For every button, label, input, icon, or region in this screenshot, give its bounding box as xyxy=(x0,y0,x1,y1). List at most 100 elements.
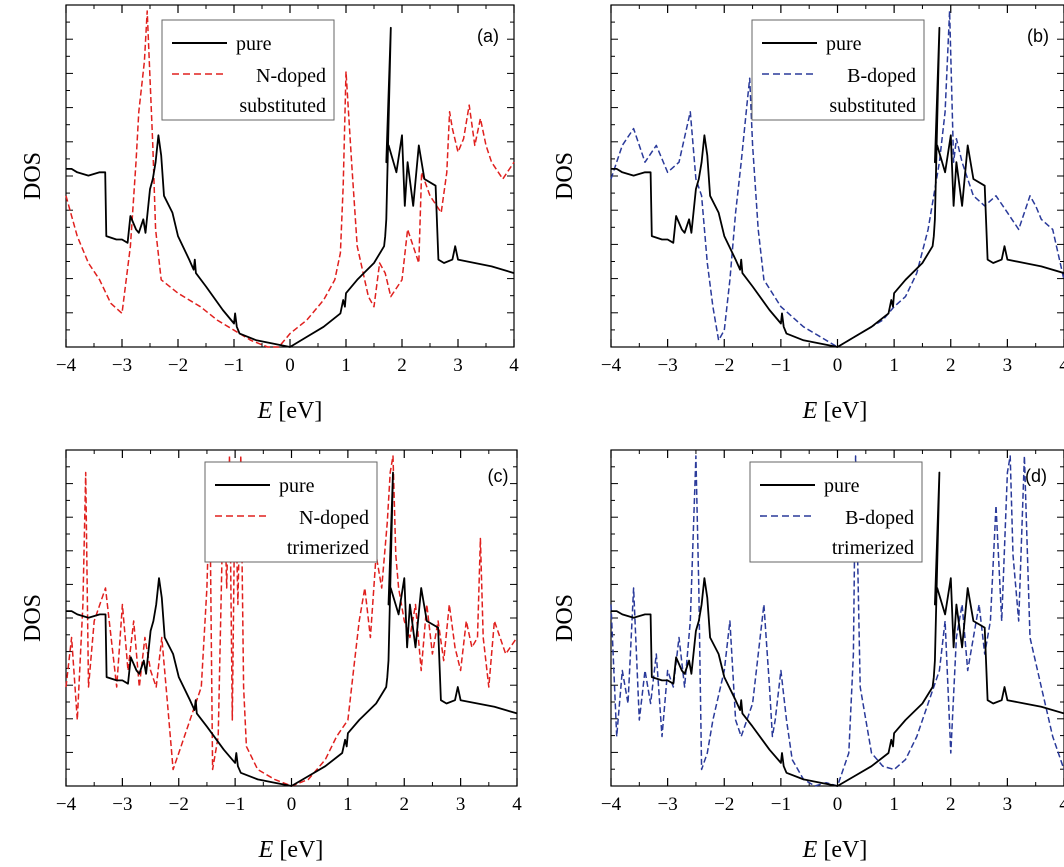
x-tick-label: 1 xyxy=(889,794,899,815)
x-axis-label-unit-a: [eV] xyxy=(272,398,322,424)
x-tick-label: −2 xyxy=(168,355,188,376)
legend-label-doped-a: N-doped xyxy=(256,65,326,87)
legend-label-config-b: substituted xyxy=(829,95,916,117)
x-tick-label: −4 xyxy=(601,355,622,376)
x-ticks-a: −4 −3 −2 −1 0 1 2 3 4 xyxy=(56,5,519,376)
x-tick-label: 2 xyxy=(400,794,410,815)
y-ticks-a xyxy=(66,21,514,331)
series-line-pure xyxy=(66,471,518,787)
y-ticks-b xyxy=(611,21,1064,331)
x-tick-label: 4 xyxy=(509,355,519,376)
x-tick-label: 4 xyxy=(1059,794,1064,815)
x-tick-label: 0 xyxy=(833,355,843,376)
legend-label-config-a: substituted xyxy=(239,95,326,117)
x-axis-label-c: E [eV] xyxy=(258,837,324,863)
legend-label-pure-d: pure xyxy=(824,475,860,497)
legend-a: pure N-doped substituted xyxy=(161,19,335,121)
y-axis-label-a: DOS xyxy=(20,152,46,200)
legend-box-d xyxy=(749,461,923,563)
legend-label-pure-a: pure xyxy=(236,33,272,55)
y-ticks-c xyxy=(66,466,517,770)
x-axis-label-d: E [eV] xyxy=(802,837,868,863)
panel-a: −4 −3 −2 −1 0 1 2 3 4 DOS E [eV] pure N-doped su… xyxy=(20,4,519,424)
legend-box-c xyxy=(204,461,378,563)
x-axis-label-unit-c: [eV] xyxy=(273,837,323,863)
x-tick-label: −2 xyxy=(714,794,734,815)
panel-tag-b: (b) xyxy=(1027,26,1049,46)
x-tick-label: −2 xyxy=(169,794,189,815)
series-line-b-doped xyxy=(610,10,1064,348)
series-line-n-doped xyxy=(65,10,515,348)
legend-b: pure B-doped substituted xyxy=(751,19,925,121)
legend-box-b xyxy=(751,19,925,121)
x-axis-label-a: E [eV] xyxy=(257,398,323,424)
x-tick-label: −1 xyxy=(771,355,791,376)
legend-label-pure-b: pure xyxy=(826,33,862,55)
series-line-pure xyxy=(66,26,515,348)
x-tick-label: 1 xyxy=(343,794,353,815)
x-tick-label: 3 xyxy=(1003,794,1013,815)
y-axis-label-b: DOS xyxy=(552,152,578,200)
x-tick-label: −2 xyxy=(714,355,734,376)
legend-label-doped-d: B-doped xyxy=(845,507,914,529)
x-tick-label: 2 xyxy=(946,355,956,376)
panel-tag-d: (d) xyxy=(1025,466,1047,486)
y-axis-label-c: DOS xyxy=(20,594,46,642)
x-ticks-d: −4 −3 −2 −1 0 1 2 3 4 xyxy=(601,450,1064,815)
panel-d: −4 −3 −2 −1 0 1 2 3 4 DOS E [eV] pure B-doped tr… xyxy=(552,449,1064,863)
legend-box-a xyxy=(161,19,335,121)
y-axis-label-d: DOS xyxy=(552,594,578,642)
x-tick-label: 0 xyxy=(285,355,295,376)
x-tick-label: −3 xyxy=(112,355,132,376)
panel-tag-c: (c) xyxy=(488,466,509,486)
series-line-pure xyxy=(611,471,1064,787)
x-tick-label: 3 xyxy=(1003,355,1013,376)
series-group-a xyxy=(65,10,515,348)
x-tick-label: 4 xyxy=(512,794,522,815)
x-tick-label: −1 xyxy=(224,355,244,376)
x-tick-label: 4 xyxy=(1059,355,1064,376)
x-tick-label: 0 xyxy=(833,794,843,815)
x-tick-label: −3 xyxy=(658,794,678,815)
series-group-c xyxy=(65,455,518,787)
x-ticks-b: −4 −3 −2 −1 0 1 2 3 4 xyxy=(601,5,1064,376)
x-tick-label: 1 xyxy=(341,355,351,376)
x-tick-label: −3 xyxy=(112,794,132,815)
x-tick-label: −1 xyxy=(225,794,245,815)
x-tick-label: 0 xyxy=(287,794,297,815)
legend-c: pure N-doped trimerized xyxy=(204,461,378,563)
x-tick-label: 3 xyxy=(456,794,466,815)
x-axis-label-var-a: E xyxy=(257,398,273,424)
legend-label-config-c: trimerized xyxy=(287,537,369,559)
series-group-d xyxy=(610,455,1064,787)
x-tick-label: 2 xyxy=(397,355,407,376)
x-axis-label-var-b: E xyxy=(802,398,818,424)
x-axis-label-var-c: E xyxy=(258,837,274,863)
x-tick-label: 3 xyxy=(453,355,463,376)
x-axis-label-var-d: E xyxy=(802,837,818,863)
x-tick-label: −4 xyxy=(601,794,622,815)
panel-tag-a: (a) xyxy=(477,26,499,46)
legend-label-doped-b: B-doped xyxy=(847,65,916,87)
x-tick-label: −3 xyxy=(658,355,678,376)
series-group-b xyxy=(610,10,1064,348)
legend-label-config-d: trimerized xyxy=(832,537,914,559)
x-axis-label-b: E [eV] xyxy=(802,398,868,424)
x-axis-label-unit-b: [eV] xyxy=(817,398,867,424)
y-ticks-d xyxy=(611,466,1064,770)
x-tick-label: −4 xyxy=(56,794,77,815)
x-tick-label: 1 xyxy=(889,355,899,376)
x-ticks-c: −4 −3 −2 −1 0 1 2 3 4 xyxy=(56,450,522,815)
x-axis-label-unit-d: [eV] xyxy=(817,837,867,863)
legend-label-pure-c: pure xyxy=(279,475,315,497)
series-line-pure xyxy=(611,26,1064,348)
x-tick-label: 2 xyxy=(946,794,956,815)
panel-b: −4 −3 −2 −1 0 1 2 3 4 DOS E [eV] pure B-doped su… xyxy=(552,4,1064,424)
legend-label-doped-c: N-doped xyxy=(299,507,369,529)
legend-d: pure B-doped trimerized xyxy=(749,461,923,563)
x-tick-label: −1 xyxy=(771,794,791,815)
x-tick-label: −4 xyxy=(56,355,77,376)
panel-c: −4 −3 −2 −1 0 1 2 3 4 DOS E [eV] pure N-doped tr… xyxy=(20,449,522,863)
series-line-b-doped xyxy=(610,455,1064,787)
